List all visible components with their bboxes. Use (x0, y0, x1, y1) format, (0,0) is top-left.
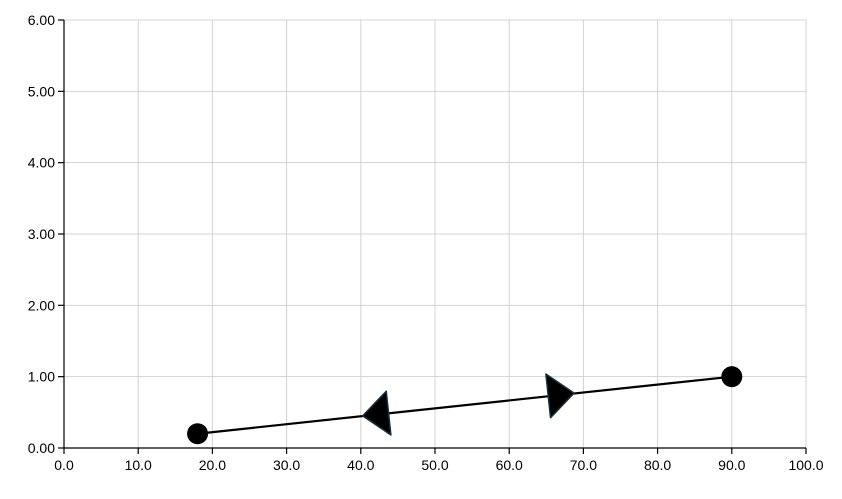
segment-start-point (187, 423, 209, 445)
axes: 0.0 10.0 20.0 30.0 40.0 50.0 60.0 70.0 80.0 90.0 1… (28, 12, 824, 473)
x-tick-label: 100.0 (788, 457, 823, 473)
y-tick-label: 2.00 (28, 297, 55, 313)
x-tick-label: 40.0 (347, 457, 374, 473)
y-tick-label: 0.00 (28, 440, 55, 456)
x-tick-label: 80.0 (644, 457, 671, 473)
y-tick-label: 6.00 (28, 12, 55, 28)
x-tick-label: 50.0 (421, 457, 448, 473)
y-tick-label: 3.00 (28, 226, 55, 242)
x-tick-label: 20.0 (199, 457, 226, 473)
arrow-right-icon (545, 373, 575, 419)
x-tick-label: 30.0 (273, 457, 300, 473)
segment-line (197, 375, 732, 435)
y-tick-label: 4.00 (28, 155, 55, 171)
x-tick-label: 90.0 (718, 457, 745, 473)
y-tick-label: 5.00 (28, 83, 55, 99)
grid (64, 19, 807, 448)
arrow-left-icon (361, 390, 392, 436)
x-tick-label: 60.0 (496, 457, 523, 473)
x-tick-label: 70.0 (570, 457, 597, 473)
x-tick-label: 0.0 (54, 457, 74, 473)
segment-end-point (721, 366, 743, 388)
y-tick-label: 1.00 (28, 369, 55, 385)
plot-marks (187, 366, 743, 445)
x-tick-label: 10.0 (125, 457, 152, 473)
